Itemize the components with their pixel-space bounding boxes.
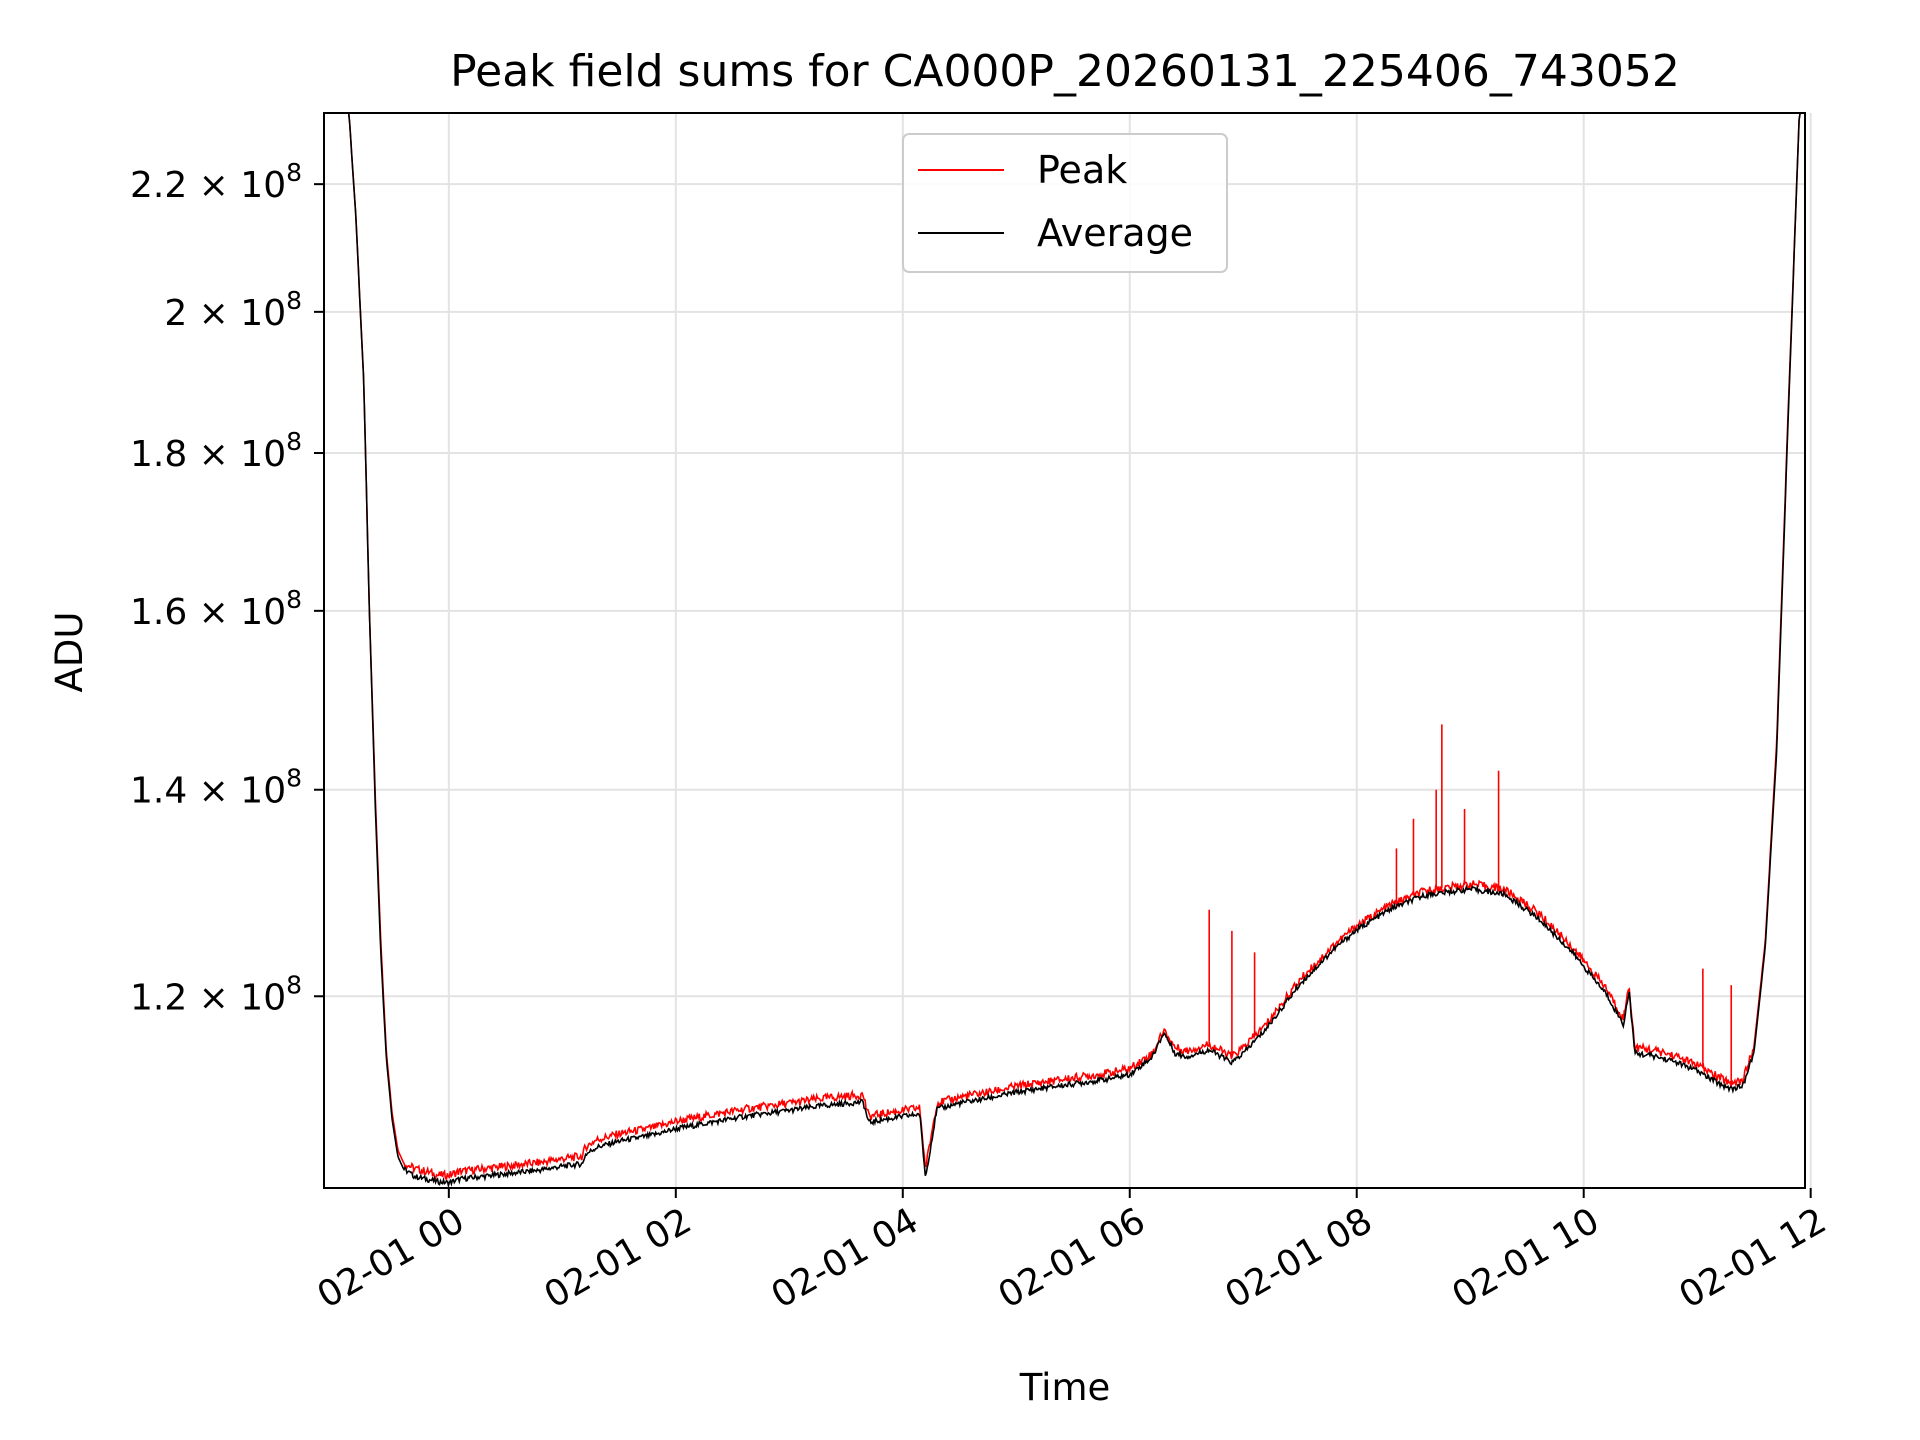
y-tick-mantissa: 2.2 [130,165,187,206]
grid [324,113,1812,1188]
y-tick-exponent: 8 [286,158,302,187]
y-tick-label: 2.2 × 108 [130,158,302,206]
legend: Peak Average [902,133,1228,273]
y-axis-label: ADU [48,612,91,693]
y-tick-times: × 10 [187,771,286,812]
y-tick-times: × 10 [187,165,286,206]
y-tick-mantissa: 1.4 [130,771,187,812]
y-tick-label: 1.2 × 108 [130,970,302,1018]
y-tick-exponent: 8 [286,970,302,999]
y-tick-exponent: 8 [286,764,302,793]
series-line-peak [324,113,1805,1181]
y-tick-times: × 10 [187,434,286,475]
y-tick-label: 1.4 × 108 [130,764,302,812]
y-tick-mantissa: 2 [164,293,187,334]
legend-label-peak: Peak [1037,148,1127,192]
x-axis-label: Time [1019,1366,1111,1409]
legend-label-average: Average [1037,211,1193,255]
plot-frame [323,112,1806,1189]
y-tick-label: 1.6 × 108 [130,585,302,633]
y-tick-mantissa: 1.8 [130,434,187,475]
y-tick-exponent: 8 [286,427,302,456]
legend-box [902,133,1228,273]
y-tick-times: × 10 [187,977,286,1018]
y-tick-exponent: 8 [286,286,302,315]
y-tick-label: 2 × 108 [164,286,302,334]
y-tick-mantissa: 1.6 [130,592,187,633]
y-tick-mantissa: 1.2 [130,977,187,1018]
y-tick-exponent: 8 [286,585,302,614]
series-layer [324,113,1805,1188]
y-tick-label: 1.8 × 108 [130,427,302,475]
series-line-average [324,113,1805,1188]
y-tick-times: × 10 [187,293,286,334]
y-tick-times: × 10 [187,592,286,633]
chart-title: Peak field sums for CA000P_20260131_2254… [450,46,1680,97]
